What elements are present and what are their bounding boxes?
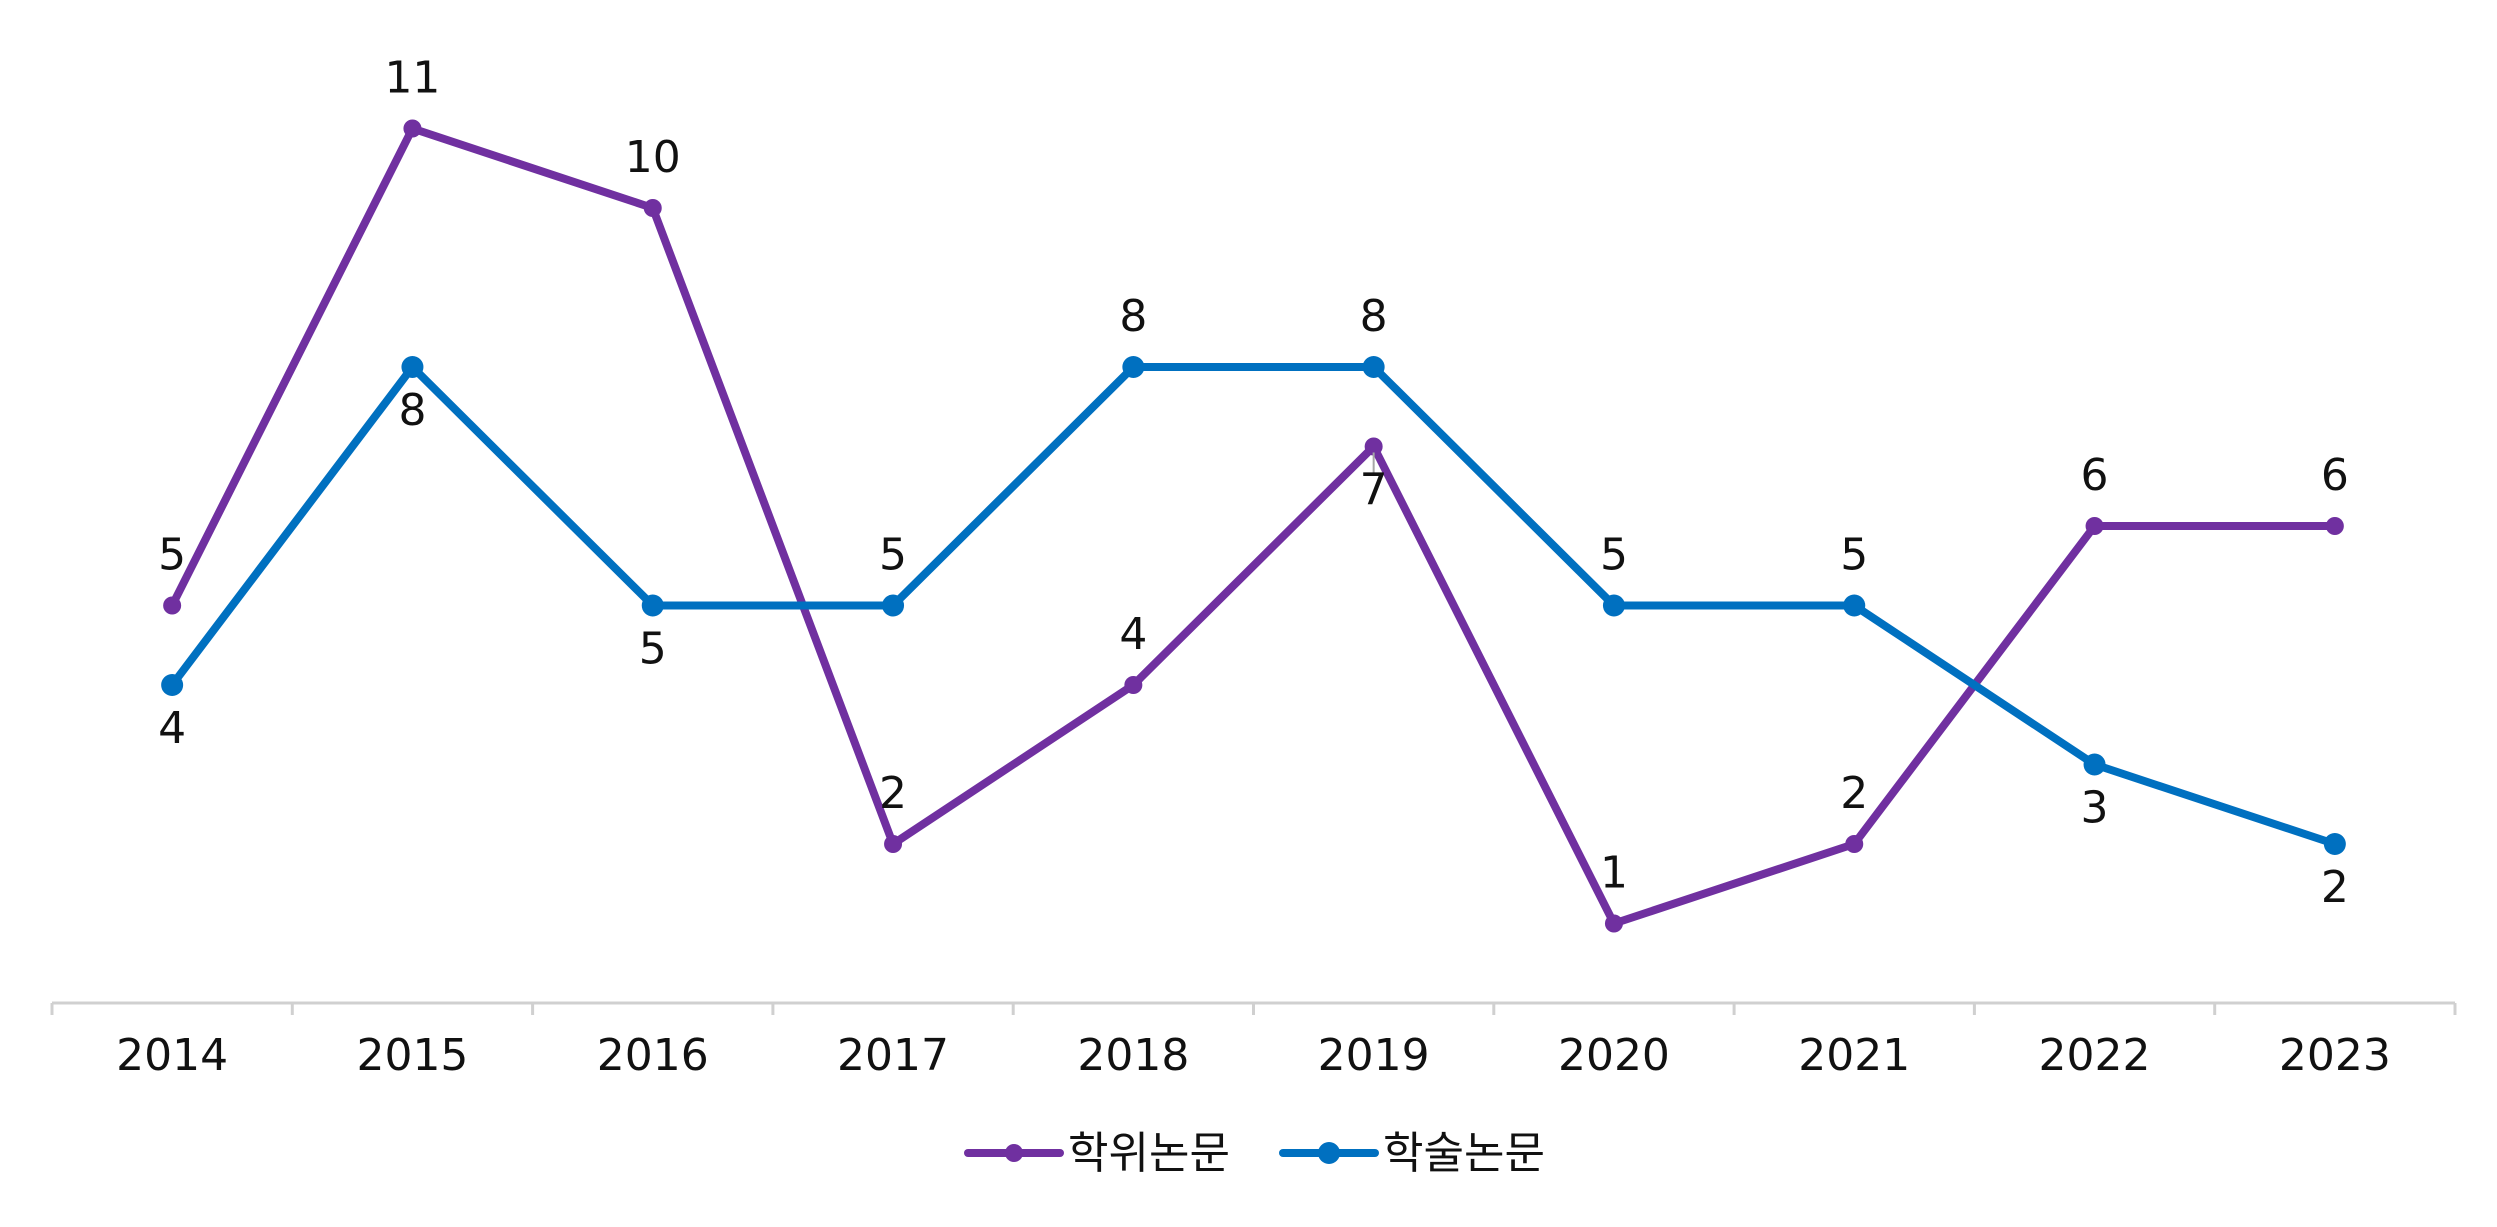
data-label: 2 <box>2321 862 2349 913</box>
data-label: 4 <box>1119 609 1147 660</box>
data-label: 2 <box>1840 768 1868 819</box>
data-label: 8 <box>398 385 426 436</box>
data-point <box>1124 676 1143 694</box>
legend-marker <box>1318 1142 1340 1164</box>
data-label: 5 <box>1840 530 1868 581</box>
data-point <box>641 594 664 617</box>
data-label: 4 <box>158 703 186 754</box>
data-point <box>163 596 182 615</box>
x-tick-label: 2017 <box>837 1030 949 1081</box>
data-point <box>1845 835 1864 853</box>
x-tick-label: 2015 <box>356 1030 468 1081</box>
data-label: 8 <box>1360 291 1388 342</box>
data-label: 7 <box>1360 465 1388 516</box>
x-tick-label: 2018 <box>1077 1030 1189 1081</box>
data-label: 6 <box>2321 450 2349 501</box>
x-tick-label: 2019 <box>1318 1030 1430 1081</box>
x-axis <box>50 1001 2457 1015</box>
legend-marker <box>1005 1144 1023 1162</box>
data-label: 5 <box>879 530 907 581</box>
data-point <box>1362 356 1385 378</box>
data-point <box>1364 437 1383 456</box>
legend: 학위논문 학술논문 <box>964 1128 1545 1179</box>
data-point <box>1602 594 1625 617</box>
data-point <box>2083 753 2106 776</box>
data-point <box>882 594 905 617</box>
legend-item: 학위논문 <box>964 1128 1230 1179</box>
data-label: 1 <box>1600 848 1628 899</box>
x-tick-label: 2021 <box>1798 1030 1910 1081</box>
data-label: 5 <box>1600 530 1628 581</box>
legend-label: 학술논문 <box>1383 1128 1545 1179</box>
x-tick-label: 2020 <box>1558 1030 1670 1081</box>
data-point <box>2085 517 2104 535</box>
data-label: 8 <box>1119 291 1147 342</box>
data-labels: 5 11 10 2 4 7 1 2 6 6 4 8 5 5 8 8 5 5 3 2 <box>158 53 2349 914</box>
x-tick-label: 2023 <box>2279 1030 2391 1081</box>
x-tick-label: 2014 <box>116 1030 228 1081</box>
data-label: 6 <box>2081 450 2109 501</box>
series-2 <box>161 356 2346 855</box>
data-point <box>161 674 184 696</box>
data-label: 2 <box>879 768 907 819</box>
data-label: 11 <box>384 53 440 104</box>
data-point <box>2325 517 2344 535</box>
data-label: 5 <box>639 624 667 675</box>
data-point <box>2323 833 2346 855</box>
x-tick-labels: 2014 2015 2016 2017 2018 2019 2020 2021 2022 2023 <box>116 1030 2391 1081</box>
series-1 <box>163 119 2344 933</box>
series-line <box>168 124 2339 928</box>
x-tick-label: 2016 <box>597 1030 709 1081</box>
series-layer <box>161 119 2346 933</box>
legend-label: 학위논문 <box>1068 1128 1230 1179</box>
series-line <box>168 363 2339 848</box>
data-point <box>884 835 903 853</box>
data-point <box>403 119 422 138</box>
data-label: 5 <box>158 530 186 581</box>
data-point <box>1843 594 1866 617</box>
data-point <box>643 199 662 217</box>
legend-item: 학술논문 <box>1279 1128 1545 1179</box>
x-tick-label: 2022 <box>2039 1030 2151 1081</box>
data-label: 10 <box>625 132 681 183</box>
data-label: 3 <box>2081 783 2109 834</box>
data-point <box>401 356 424 378</box>
data-point <box>1122 356 1145 378</box>
data-point <box>1604 914 1623 933</box>
